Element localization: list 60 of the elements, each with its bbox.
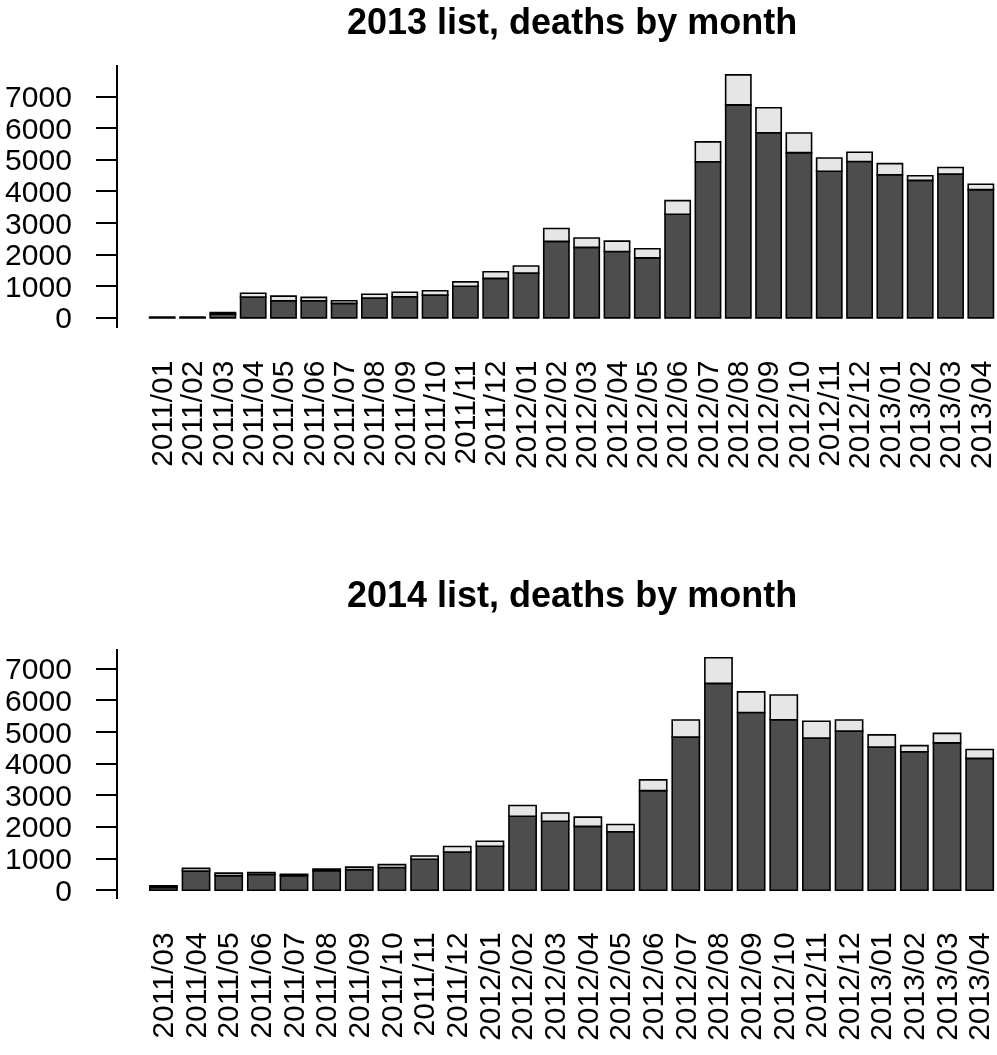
x-tick-label: 2012/12 (831, 932, 865, 1041)
y-tick-label: 5000 (5, 715, 72, 749)
y-tick-label: 2000 (5, 810, 72, 844)
bar (214, 874, 244, 892)
x-tick-label: 2012/09 (733, 932, 767, 1041)
x-tick-label: 2011/09 (342, 932, 376, 1039)
x-tick-label: 2012/06 (635, 932, 669, 1041)
x-tick-label: 2012/10 (766, 932, 800, 1041)
x-tick-label: 2011/11 (407, 932, 441, 1037)
bar (391, 295, 419, 319)
y-tick-label: 5000 (5, 143, 72, 177)
y-tick-label: 2000 (5, 238, 72, 272)
y-tick-label: 1000 (5, 842, 72, 876)
y-tick-label: 4000 (5, 174, 72, 208)
x-tick-label: 2013/01 (864, 932, 898, 1041)
bar (421, 294, 449, 319)
x-tick-label: 2011/03 (146, 932, 180, 1039)
chart-title: 2014 list, deaths by month (347, 574, 798, 615)
bar (279, 874, 309, 892)
bar (410, 858, 439, 892)
x-tick-label: 2011/04 (178, 932, 212, 1039)
bar (312, 869, 342, 892)
y-tick-label: 3000 (5, 206, 72, 240)
x-tick-label: 2012/01 (472, 932, 506, 1041)
bar (344, 868, 374, 892)
bar (239, 296, 267, 319)
bar (906, 179, 934, 319)
x-tick-label: 2012/11 (799, 932, 833, 1039)
x-tick-label: 2011/05 (211, 932, 245, 1039)
y-tick-label: 7000 (5, 80, 72, 114)
bar (377, 866, 407, 892)
y-tick-label: 6000 (5, 111, 72, 145)
x-tick-label: 2013/04 (962, 932, 996, 1041)
y-tick-label: 0 (55, 873, 72, 907)
y-tick-label: 6000 (5, 683, 72, 717)
x-tick-label: 2012/04 (570, 932, 604, 1041)
y-tick-label: 7000 (5, 652, 72, 686)
x-tick-label: 2011/12 (440, 932, 473, 1039)
chart-title: 2013 list, deaths by month (347, 1, 798, 42)
x-tick-label: 2011/01 (144, 360, 178, 467)
bar (246, 873, 276, 892)
bar (300, 300, 328, 319)
x-tick-label: 2011/06 (244, 932, 278, 1039)
x-tick-label: 2012/02 (505, 932, 539, 1041)
y-tick-label: 1000 (5, 269, 72, 303)
x-tick-label: 2012/08 (701, 932, 735, 1041)
y-tick-label: 4000 (5, 747, 72, 781)
y-tick-label: 0 (55, 301, 72, 335)
x-tick-label: 2011/10 (374, 932, 408, 1039)
bar (330, 302, 358, 319)
x-tick-label: 2012/05 (603, 932, 637, 1041)
x-tick-label: 2012/03 (537, 932, 571, 1041)
bar (451, 285, 479, 319)
bar (361, 297, 388, 319)
x-tick-label: 2011/07 (276, 932, 310, 1039)
x-tick-label: 2012/07 (668, 932, 702, 1041)
x-tick-label: 2013/02 (897, 932, 931, 1041)
y-tick-label: 3000 (5, 778, 72, 812)
x-tick-label: 2011/08 (309, 932, 343, 1039)
x-tick-label: 2013/03 (929, 932, 963, 1041)
